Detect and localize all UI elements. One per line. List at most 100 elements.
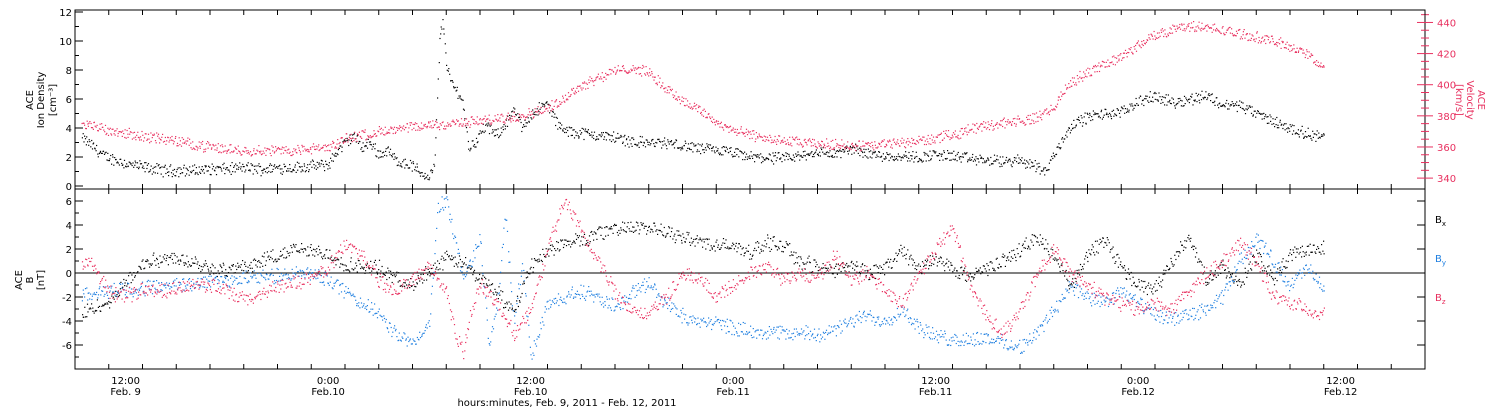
velocity-series-point	[421, 128, 423, 130]
ion-density-series-point	[459, 95, 461, 97]
velocity-series-point	[1203, 28, 1205, 30]
bx-series-point	[1118, 257, 1120, 259]
velocity-series-point	[874, 144, 876, 146]
ion-density-series-point	[622, 142, 624, 144]
velocity-series-point	[937, 134, 939, 136]
bx-series-point	[905, 258, 907, 260]
bx-series-point	[751, 255, 753, 257]
velocity-series-point	[1160, 29, 1162, 31]
velocity-series-point	[1150, 33, 1152, 35]
bx-series-point	[387, 267, 389, 269]
velocity-series-point	[660, 85, 663, 87]
velocity-series-point	[546, 107, 548, 110]
velocity-series-point	[1318, 65, 1320, 68]
bx-series-point	[520, 296, 522, 298]
ion-density-series-point	[1150, 100, 1153, 102]
velocity-series-point	[340, 137, 343, 139]
date-tick-label: Feb.11	[919, 387, 953, 398]
bx-series-point	[1291, 254, 1293, 256]
ion-density-series-point	[700, 153, 702, 155]
velocity-series-point	[1163, 35, 1165, 38]
bx-series-point	[233, 272, 235, 274]
ion-density-series-point	[375, 155, 377, 157]
bx-series-point	[165, 257, 168, 259]
velocity-series-point	[746, 134, 749, 136]
ion-density-series-point	[255, 165, 257, 167]
velocity-series-point	[137, 131, 139, 133]
ion-density-series-point	[91, 148, 94, 150]
bx-series-point	[680, 235, 682, 237]
bx-series-point	[404, 285, 406, 287]
velocity-series-point	[789, 144, 791, 146]
bx-series-point	[213, 273, 215, 275]
ion-density-series-point	[1318, 136, 1320, 138]
velocity-series-point	[1111, 56, 1114, 58]
ion-density-series-point	[263, 168, 265, 170]
ion-density-series-point	[1158, 92, 1160, 94]
bx-series-point	[783, 246, 785, 248]
ion-density-series-point	[498, 135, 500, 137]
ion-density-series-point	[442, 19, 444, 21]
bx-series-point	[1057, 263, 1059, 265]
bx-series-point	[956, 270, 958, 272]
bx-series-point	[758, 242, 760, 244]
velocity-series-point	[1051, 108, 1053, 111]
velocity-series-point	[1169, 27, 1171, 29]
ion-density-series-point	[172, 169, 174, 171]
velocity-series-point	[364, 129, 366, 131]
velocity-series-point	[1007, 119, 1009, 121]
ion-density-series-point	[1009, 158, 1011, 160]
velocity-series-point	[399, 126, 401, 128]
velocity-series-point	[1284, 47, 1286, 49]
bx-series-point	[885, 261, 887, 263]
ion-density-series-point	[149, 169, 152, 171]
ion-density-series-point	[1118, 112, 1121, 114]
velocity-series-point	[693, 105, 695, 107]
velocity-series-point	[508, 119, 510, 121]
bx-series-point	[144, 267, 146, 269]
ion-density-series-point	[653, 143, 655, 145]
velocity-series-point	[182, 138, 185, 140]
ion-density-series-point	[1291, 124, 1293, 126]
velocity-series-point	[659, 77, 661, 79]
bx-series-point	[1243, 283, 1245, 285]
velocity-series-point	[152, 134, 154, 136]
ion-density-series-point	[391, 155, 393, 157]
bx-series-point	[1256, 249, 1258, 251]
ion-density-series-point	[542, 105, 544, 107]
bx-series-point	[1100, 242, 1102, 244]
ion-density-series-point	[947, 150, 949, 152]
bx-series-point	[169, 257, 171, 259]
velocity-series-point	[1114, 64, 1116, 66]
ion-density-series-point	[1194, 100, 1196, 102]
velocity-series-point	[291, 154, 293, 157]
bx-series-point	[174, 254, 176, 257]
velocity-series-point	[481, 119, 483, 121]
ion-density-series-point	[693, 143, 695, 145]
ion-density-series-point	[713, 150, 715, 152]
bx-series-point	[766, 243, 768, 245]
bx-series-point	[444, 252, 446, 254]
bx-series-point	[107, 303, 109, 305]
ion-density-series-point	[842, 148, 844, 151]
bx-series-point	[538, 260, 541, 262]
ion-density-series-point	[1183, 95, 1186, 97]
velocity-series-point	[691, 108, 693, 110]
bx-series-point	[825, 267, 828, 269]
velocity-series-point	[1143, 40, 1145, 42]
bx-series-point	[258, 260, 260, 262]
ion-density-series-point	[957, 151, 959, 154]
bx-series-point	[321, 256, 323, 258]
ion-density-series-point	[1302, 133, 1304, 135]
ion-density-series-point	[799, 155, 801, 157]
ion-density-series-point	[919, 159, 921, 161]
velocity-series-point	[1007, 121, 1009, 123]
bx-series-point	[1298, 253, 1300, 255]
velocity-series-point	[392, 128, 395, 130]
ion-density-series-point	[829, 150, 831, 152]
velocity-series-point	[1151, 34, 1153, 36]
velocity-series-point	[364, 131, 366, 133]
bx-series-point	[1072, 278, 1074, 280]
ion-density-series-point	[567, 135, 569, 137]
bx-series-point	[1024, 240, 1026, 242]
